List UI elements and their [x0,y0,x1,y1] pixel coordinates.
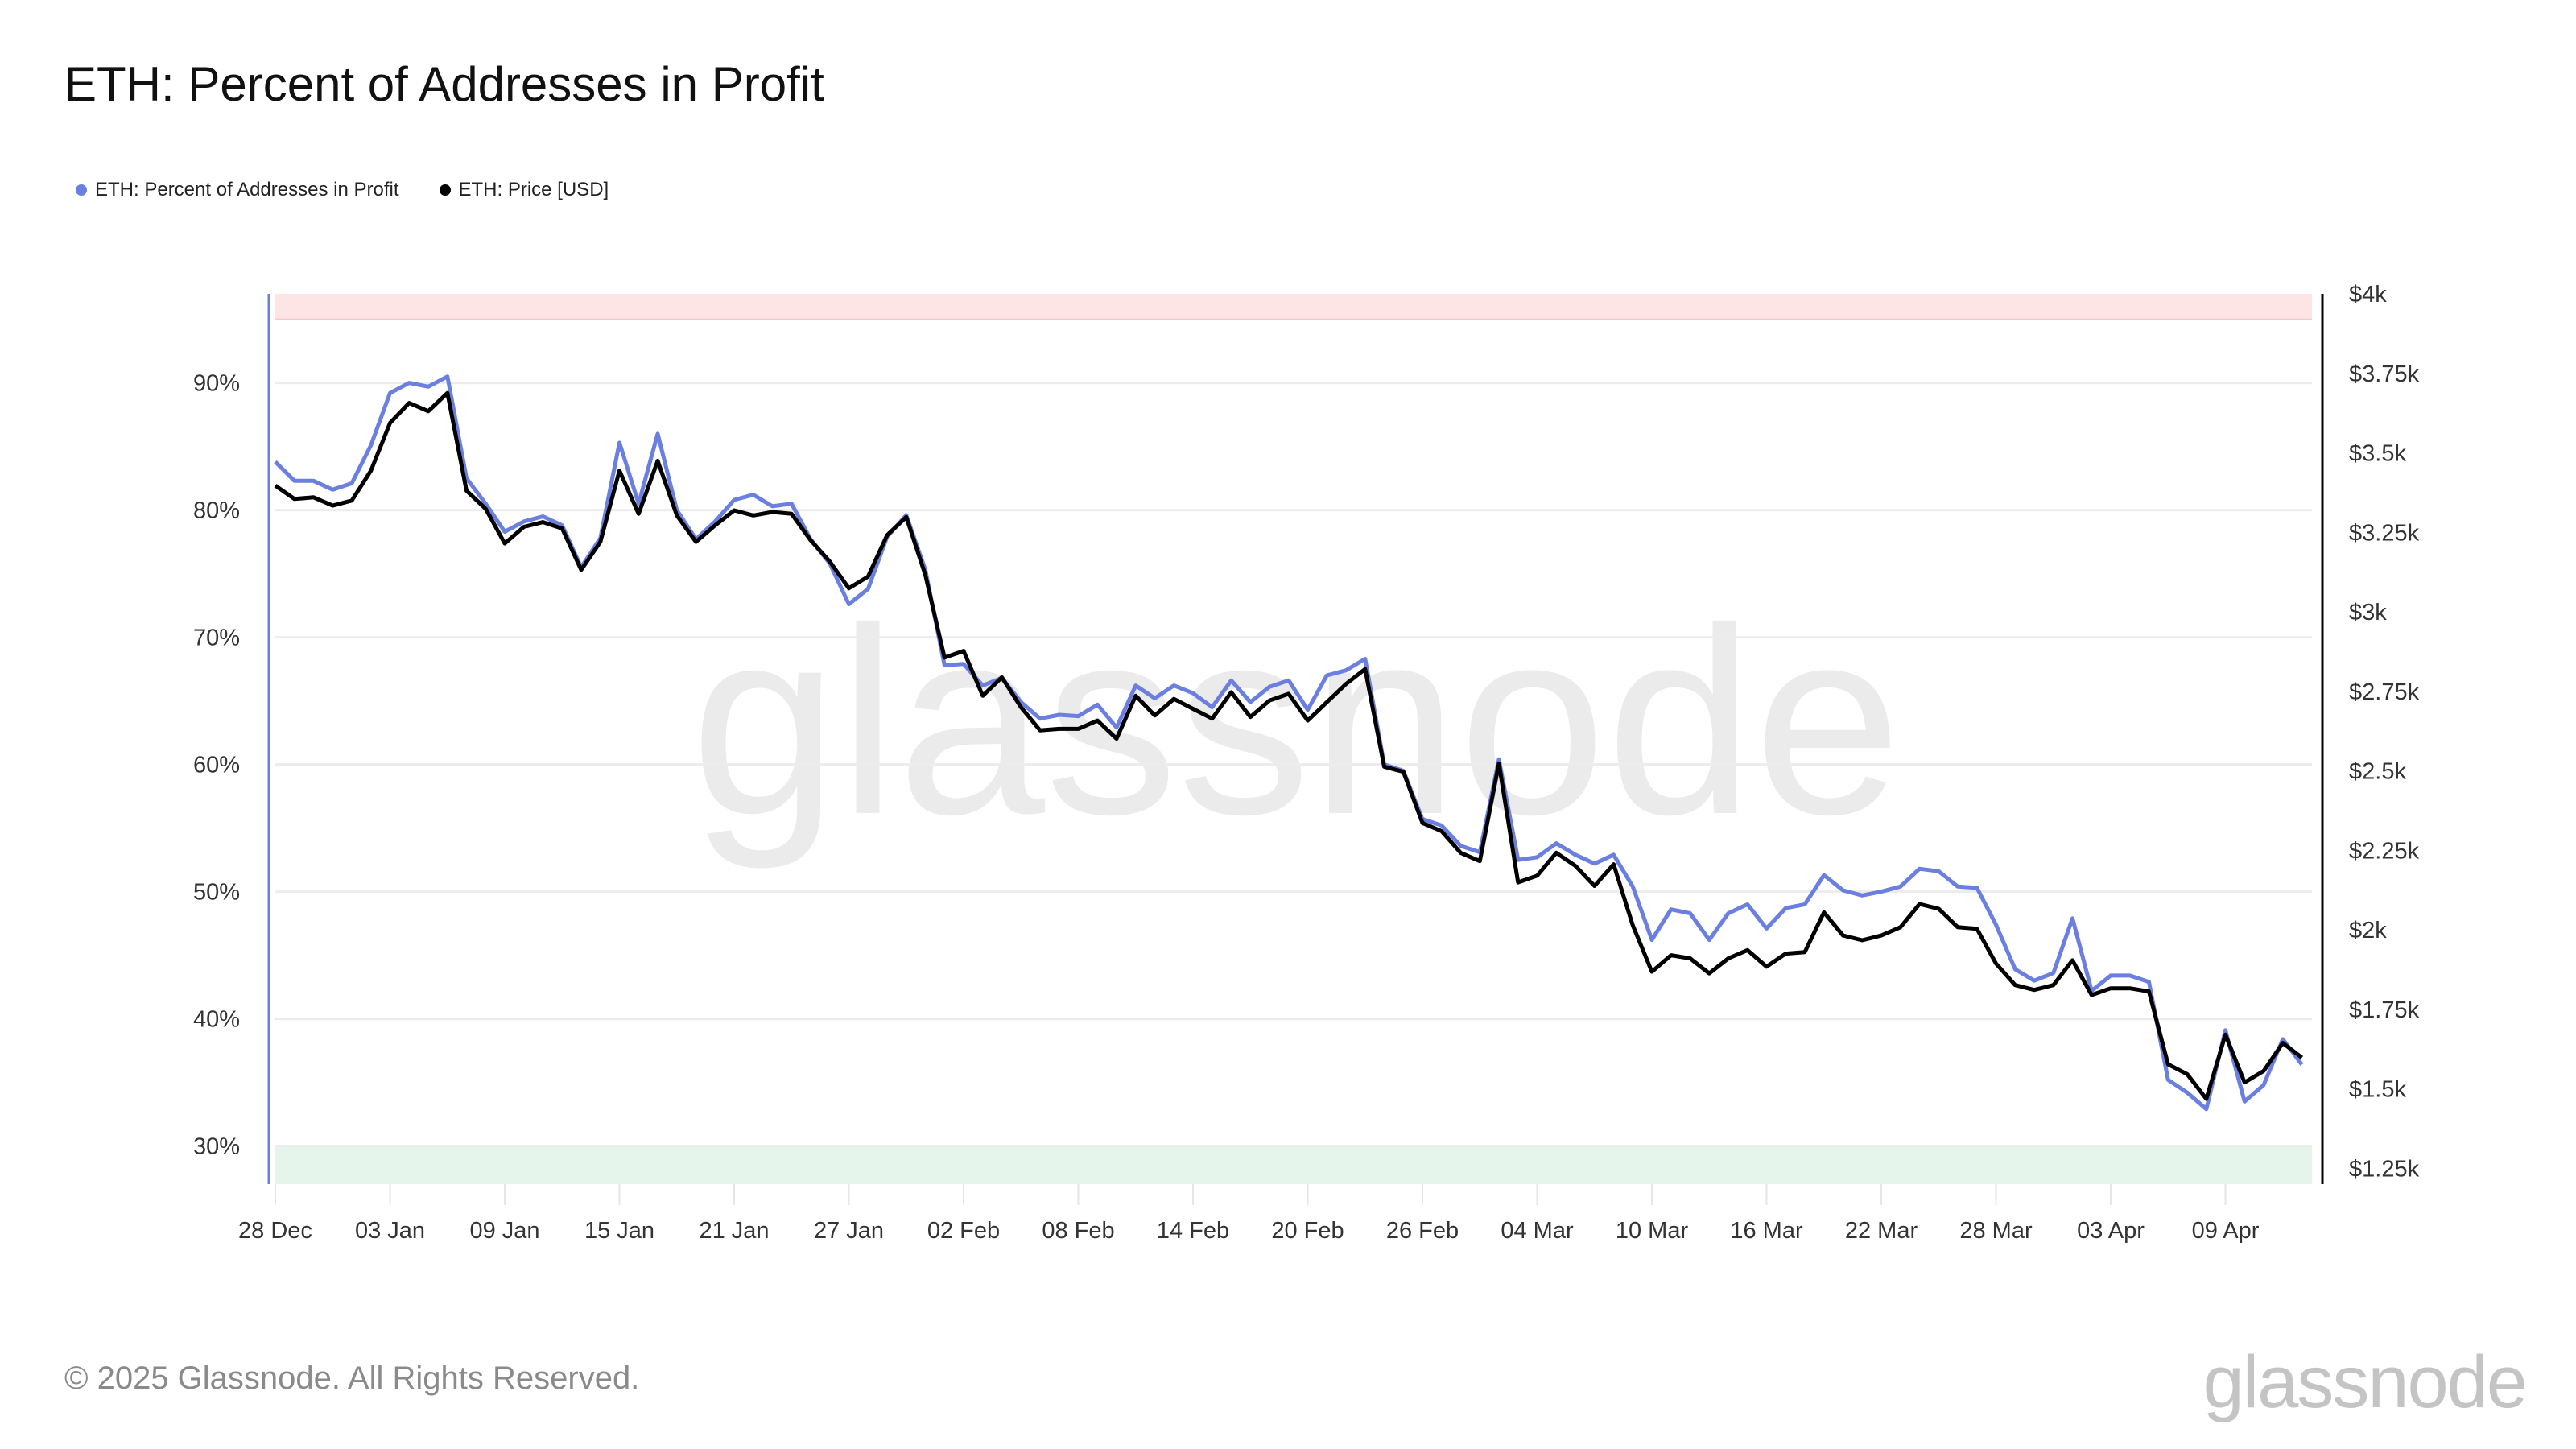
y-left-tick-label: 50% [193,880,240,906]
band-0 [275,294,2312,320]
x-tick-label: 20 Feb [1271,1218,1344,1244]
x-tick-label: 08 Feb [1042,1218,1114,1244]
legend-dot-icon [439,184,451,196]
y-right-tick-label: $2k [2349,918,2387,943]
x-tick-label: 21 Jan [699,1218,769,1244]
legend-item-profit[interactable]: ETH: Percent of Addresses in Profit [76,179,399,201]
x-tick-label: 22 Mar [1845,1218,1918,1244]
series-line-price [274,390,2304,1101]
glassnode-logo: glassnode [2202,1341,2528,1423]
y-right-tick-label: $3.5k [2349,441,2406,467]
y-left-tick-label: 80% [193,498,240,524]
y-right-tick-label: $3.75k [2349,361,2420,387]
y-right-tick-label: $2.75k [2349,679,2420,705]
x-tick-label: 03 Jan [355,1218,425,1244]
y-left-tick-label: 90% [193,371,240,397]
y-right-tick-label: $4k [2349,282,2387,308]
x-tick-label: 03 Apr [2077,1218,2145,1244]
watermark: glassnode [691,572,1902,871]
x-tick-label: 27 Jan [814,1218,884,1244]
series-line-profit [274,374,2304,1112]
y-left-tick-label: 30% [193,1134,240,1160]
y-left-tick-label: 70% [193,625,240,651]
band-1 [275,1146,2312,1184]
x-tick-label: 10 Mar [1616,1218,1689,1244]
y-left-tick-label: 40% [193,1007,240,1033]
x-tick-label: 09 Apr [2192,1218,2260,1244]
legend-label: ETH: Price [USD] [458,179,609,200]
x-tick-label: 02 Feb [927,1218,1000,1244]
y-right-tick-label: $3.25k [2349,520,2420,546]
y-right-tick-label: $2.25k [2349,838,2420,864]
x-tick-label: 04 Mar [1501,1218,1574,1244]
y-right-tick-label: $2.5k [2349,759,2406,785]
chart-title: ETH: Percent of Addresses in Profit [64,57,824,111]
y-right-tick-label: $3k [2349,600,2387,625]
y-right-tick-label: $1.75k [2349,997,2420,1023]
legend: ETH: Percent of Addresses in Profit ETH:… [76,179,609,201]
x-tick-label: 16 Mar [1730,1218,1803,1244]
x-tick-label: 14 Feb [1157,1218,1229,1244]
y-left-tick-label: 60% [193,753,240,778]
x-tick-label: 15 Jan [584,1218,654,1244]
legend-label: ETH: Percent of Addresses in Profit [95,179,399,200]
x-tick-label: 28 Mar [1959,1218,2033,1244]
x-tick-label: 09 Jan [469,1218,539,1244]
legend-item-price[interactable]: ETH: Price [USD] [439,179,609,201]
x-tick-label: 28 Dec [238,1218,312,1244]
legend-dot-icon [76,184,87,196]
x-tick-label: 26 Feb [1386,1218,1459,1244]
copyright: © 2025 Glassnode. All Rights Reserved. [64,1360,640,1396]
y-right-tick-label: $1.25k [2349,1156,2420,1182]
y-right-tick-label: $1.5k [2349,1077,2406,1103]
